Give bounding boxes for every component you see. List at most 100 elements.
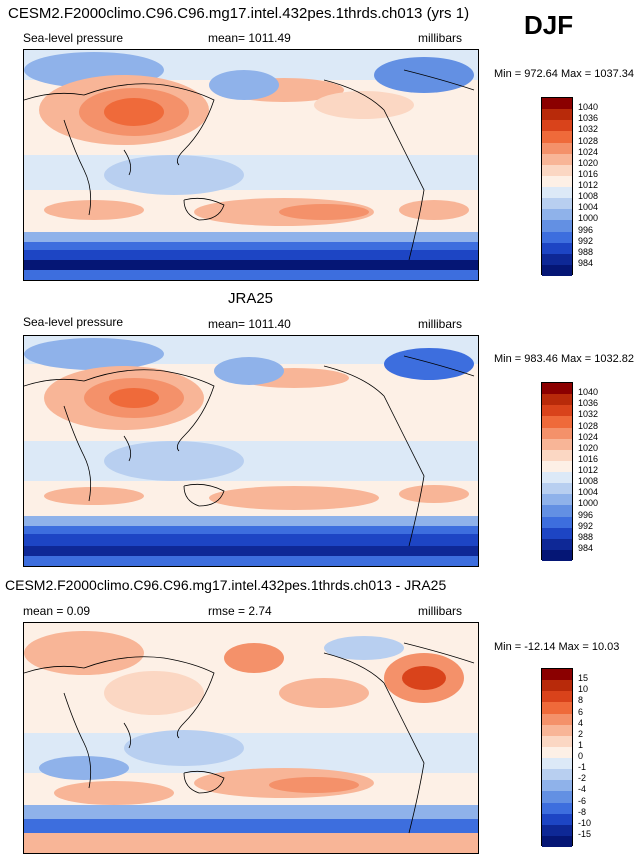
colorbar-tick-label: 996	[578, 224, 594, 235]
colorbar-swatch	[542, 746, 572, 758]
colorbar-tick-label: 988	[578, 246, 594, 257]
colorbar-tick-label: 1	[578, 739, 584, 750]
colorbar-swatch	[542, 438, 572, 450]
colorbar-swatch	[542, 516, 572, 528]
colorbar-swatch	[542, 231, 572, 243]
colorbar-tick-label: -1	[578, 762, 587, 773]
colorbar-swatch	[542, 175, 572, 187]
colorbar-tick-label: 1036	[578, 113, 599, 124]
colorbar-tick-label: -6	[578, 795, 587, 806]
panel3-units: millibars	[418, 604, 463, 618]
colorbar-swatch	[542, 383, 572, 395]
colorbar-swatch	[542, 220, 572, 232]
colorbar-swatch	[542, 460, 572, 472]
panel2-variable: Sea-level pressure	[23, 315, 124, 329]
colorbar-tick-label: -15	[578, 828, 592, 839]
colorbar-tick-label: 8	[578, 695, 584, 706]
colorbar-swatch	[542, 702, 572, 714]
colorbar-tick-label: 6	[578, 706, 584, 717]
colorbar-tick-label: 1032	[578, 409, 599, 420]
colorbar-swatch	[542, 142, 572, 154]
colorbar-swatch	[542, 264, 572, 276]
colorbar-swatch	[542, 780, 572, 792]
colorbar-tick-label: 1008	[578, 191, 599, 202]
colorbar-swatch	[542, 449, 572, 461]
colorbar-tick-label: 1000	[578, 498, 599, 509]
colorbar-tick-label: 1000	[578, 213, 599, 224]
colorbar-swatch	[542, 680, 572, 692]
panel1-map	[23, 49, 479, 281]
colorbar-swatch	[542, 691, 572, 703]
colorbar-swatch	[542, 164, 572, 176]
colorbar-swatch	[542, 527, 572, 539]
colorbar-swatch	[542, 394, 572, 406]
colorbar-swatch	[542, 109, 572, 121]
colorbar-tick-label: 15	[578, 673, 589, 684]
colorbar-tick-label: 996	[578, 509, 594, 520]
colorbar-tick-label: 4	[578, 717, 584, 728]
colorbar-tick-label: 2	[578, 728, 584, 739]
panel1-mean: mean= 1011.49	[208, 31, 291, 45]
colorbar-swatch	[542, 724, 572, 736]
colorbar-swatch	[542, 483, 572, 495]
colorbar-tick-label: 1028	[578, 420, 599, 431]
colorbar-swatch	[542, 824, 572, 836]
colorbar-tick-label: 1032	[578, 124, 599, 135]
colorbar-swatch	[542, 835, 572, 847]
colorbar-tick-label: 1024	[578, 431, 599, 442]
colorbar-tick-label: 1036	[578, 398, 599, 409]
colorbar-swatch	[542, 120, 572, 132]
colorbar-tick-label: 992	[578, 520, 594, 531]
colorbar-swatch	[542, 549, 572, 561]
colorbar-tick-label: 1040	[578, 102, 599, 113]
colorbar-tick-label: 1012	[578, 180, 599, 190]
colorbar-tick-label: 1024	[578, 146, 599, 157]
panel1-units: millibars	[418, 31, 463, 45]
season-label: DJF	[524, 10, 574, 40]
colorbar-tick-label: 1016	[578, 168, 599, 179]
colorbar-swatch	[542, 669, 572, 681]
colorbar-tick-label: -2	[578, 773, 587, 784]
colorbar-tick-label: -4	[578, 784, 587, 795]
colorbar-tick-label: -8	[578, 806, 587, 817]
colorbar-swatch	[542, 494, 572, 506]
colorbar-tick-label: 1020	[578, 442, 599, 453]
colorbar-tick-label: -10	[578, 817, 592, 828]
panel2-mean: mean= 1011.40	[208, 317, 291, 331]
colorbar-swatch	[542, 769, 572, 781]
colorbar-swatch	[542, 131, 572, 143]
colorbar-swatch	[542, 813, 572, 825]
colorbar-tick-label: 1040	[578, 387, 599, 398]
panel3-mean: mean = 0.09	[23, 604, 91, 618]
colorbar-tick-label: 1008	[578, 476, 599, 487]
colorbar-swatch	[542, 198, 572, 210]
panel3-colorbar	[541, 668, 573, 847]
colorbar-swatch	[542, 472, 572, 484]
case-title: CESM2.F2000climo.C96.C96.mg17.intel.432p…	[8, 5, 470, 22]
panel3-map	[23, 622, 479, 854]
panel1-variable: Sea-level pressure	[23, 31, 124, 45]
colorbar-tick-label: 984	[578, 542, 594, 553]
colorbar-swatch	[542, 538, 572, 550]
colorbar-tick-label: 1004	[578, 202, 599, 213]
panel1-colorbar	[541, 97, 573, 276]
colorbar-swatch	[542, 405, 572, 417]
panel3-minmax: Min = -12.14 Max = 10.03	[494, 641, 620, 653]
colorbar-swatch	[542, 187, 572, 199]
colorbar-swatch	[542, 98, 572, 110]
panel3-title: CESM2.F2000climo.C96.C96.mg17.intel.432p…	[5, 577, 447, 593]
colorbar-swatch	[542, 416, 572, 428]
colorbar-swatch	[542, 153, 572, 165]
colorbar-swatch	[542, 253, 572, 265]
panel2-minmax: Min = 983.46 Max = 1032.82	[494, 353, 635, 365]
colorbar-tick-label: 0	[578, 751, 584, 761]
colorbar-swatch	[542, 713, 572, 725]
colorbar-tick-label: 1012	[578, 465, 599, 475]
colorbar-tick-label: 1004	[578, 487, 599, 498]
colorbar-tick-label: 984	[578, 257, 594, 268]
colorbar-swatch	[542, 505, 572, 517]
panel1-minmax: Min = 972.64 Max = 1037.34	[494, 68, 635, 80]
panel2-colorbar	[541, 382, 573, 561]
colorbar-swatch	[542, 802, 572, 814]
colorbar-tick-label: 10	[578, 684, 589, 695]
